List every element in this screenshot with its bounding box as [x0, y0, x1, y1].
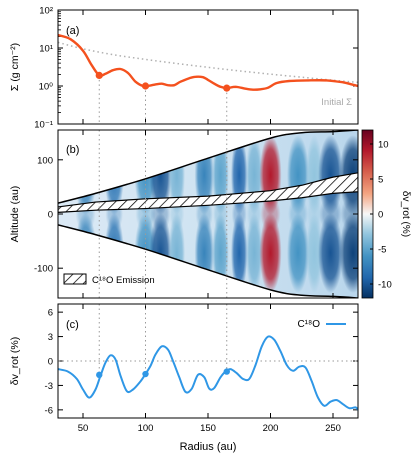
initial-sigma-annotation: Initial Σ — [321, 97, 352, 108]
velocity-band-mid — [306, 196, 322, 232]
lower-surface-line — [58, 224, 358, 298]
xtick-label: 100 — [138, 423, 154, 434]
ytick-label-c: 0 — [48, 357, 53, 368]
panel-c-ylabel: δv_rot (%) — [9, 337, 21, 385]
vrot-marker — [223, 368, 230, 375]
legend-vrot-label: C¹⁸O — [297, 319, 320, 330]
ytick-label-c: 3 — [48, 332, 53, 343]
colorbar-tick-label: 10 — [378, 140, 389, 151]
panel-c-frame — [57, 303, 359, 419]
legend-emission-label: C¹⁸O Emission — [92, 275, 155, 286]
velocity-band-lower — [306, 213, 323, 294]
panel-b-label: (b) — [66, 144, 79, 156]
colorbar-tick-label: 0 — [378, 210, 383, 221]
colorbar-label: δv_rot (%) — [400, 191, 411, 237]
velocity-band-mid — [75, 196, 96, 232]
upper-surface-line — [58, 130, 358, 204]
colorbar-tick-label: -5 — [378, 245, 386, 256]
xtick-label: 150 — [200, 423, 216, 434]
x-axis-label: Radius (au) — [180, 441, 237, 453]
panel-c: -6 -3 0 3 6 50 100 150 200 250 (c) C¹⁸O δv_rot (%… — [9, 303, 359, 453]
velocity-band-lower — [287, 213, 309, 294]
ytick-label-c: -3 — [45, 381, 53, 392]
panel-b-ylabel: Altitude (au) — [9, 186, 21, 243]
velocity-band-mid — [260, 196, 281, 232]
ytick-label-b: 100 — [37, 155, 53, 166]
velocity-band-lower — [246, 213, 263, 294]
velocity-band-lower — [318, 213, 343, 294]
ytick-label-c: 6 — [48, 308, 53, 319]
panel-a-ylabel: Σ (g cm⁻²) — [9, 43, 21, 91]
legend-vrot: C¹⁸O — [297, 319, 346, 330]
colorbar-tick-label: 5 — [378, 175, 383, 186]
panel-a-frame — [57, 9, 359, 125]
ytick-label-a: 10² — [39, 6, 53, 17]
ytick-label-a: 10⁻¹ — [34, 120, 53, 131]
xtick-label: 50 — [78, 423, 89, 434]
panel-b-frame — [57, 129, 359, 299]
vrot-marker — [96, 371, 103, 379]
sigma-marker — [141, 82, 150, 90]
velocity-band-mid — [231, 196, 247, 232]
xtick-label: 250 — [325, 423, 341, 434]
legend-emission: C¹⁸O Emission — [63, 273, 155, 286]
velocity-band-mid — [288, 196, 308, 232]
velocity-band-mid — [340, 196, 358, 232]
vrot-line — [58, 335, 358, 411]
ytick-label-a: 10¹ — [39, 44, 53, 55]
ytick-label-c: -6 — [45, 405, 53, 416]
panel-a: 10⁻¹ 10⁰ 10¹ 10² (a) Initial Σ Σ (g cm⁻²) — [9, 6, 359, 131]
outside-disk-mask — [58, 130, 358, 298]
ytick-label-b: 0 — [48, 210, 53, 221]
sigma-marker — [95, 71, 103, 80]
velocity-band-lower — [339, 213, 358, 294]
velocity-band-mid — [319, 196, 342, 232]
velocity-band-mid — [246, 196, 262, 232]
ytick-label-b: -100 — [34, 264, 53, 275]
xtick-label: 200 — [263, 423, 279, 434]
panel-a-label: (a) — [66, 25, 79, 37]
sigma-line — [58, 33, 358, 91]
vrot-marker — [142, 370, 149, 378]
colorbar-tick-label: -10 — [378, 280, 392, 291]
velocity-band-lower — [259, 213, 282, 294]
ytick-label-a: 10⁰ — [39, 82, 54, 93]
velocity-band-lower — [231, 213, 248, 294]
panel-c-label: (c) — [66, 319, 79, 331]
sigma-marker — [223, 84, 231, 92]
legend-emission-swatch — [63, 273, 87, 285]
emission-region — [58, 172, 358, 213]
